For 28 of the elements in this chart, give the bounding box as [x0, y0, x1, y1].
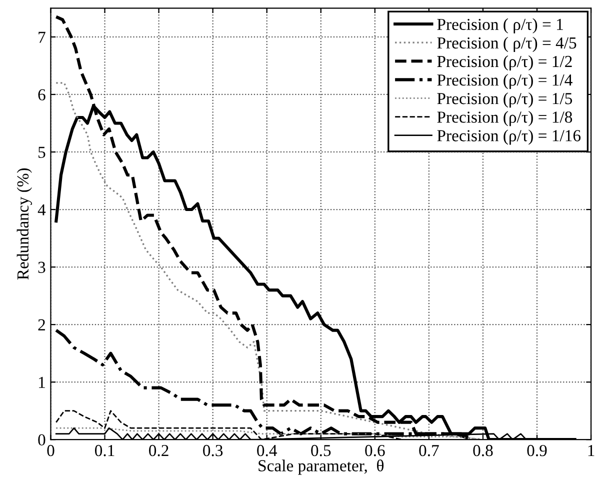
legend-label: Precision ( ρ/τ) = 4/5: [437, 36, 576, 52]
y-tick-label: 0: [38, 434, 46, 446]
legend-label: Precision (ρ/τ) = 1/4: [437, 74, 572, 90]
y-axis-title: Redundancy (%): [16, 168, 32, 280]
x-axis-title: Scale parameter, θ: [258, 460, 384, 475]
legend-label: Precision (ρ/τ) = 1/5: [437, 92, 572, 108]
y-tick-label: 1: [39, 376, 45, 388]
x-tick-label: 0: [47, 444, 54, 456]
y-tick-label: 4: [38, 204, 46, 216]
y-tick-label: 3: [38, 262, 46, 273]
x-tick-label: 0.2: [149, 444, 168, 456]
x-tick-label: 0.7: [419, 444, 439, 456]
x-tick-label: 0.9: [527, 444, 547, 456]
y-tick-label: 2: [38, 319, 45, 330]
x-tick-label: 1: [588, 445, 594, 456]
y-tick-label: 7: [38, 32, 46, 43]
legend-label: Precision ( ρ/τ) = 1: [437, 18, 563, 34]
x-tick-label: 0.4: [257, 444, 278, 456]
x-tick-label: 0.1: [94, 444, 114, 456]
legend-label: Precision (ρ/τ) = 1/16: [437, 130, 581, 145]
y-tick-label: 5: [38, 146, 46, 158]
y-tick-label: 6: [38, 89, 46, 100]
legend-label: Precision (ρ/τ) = 1/2: [437, 55, 572, 71]
x-tick-label: 0.5: [311, 444, 331, 456]
x-tick-label: 0.6: [365, 444, 385, 456]
x-tick-label: 0.3: [203, 444, 223, 456]
x-tick-label: 0.8: [473, 444, 493, 456]
legend-label: Precision (ρ/τ) = 1/8: [437, 111, 572, 126]
